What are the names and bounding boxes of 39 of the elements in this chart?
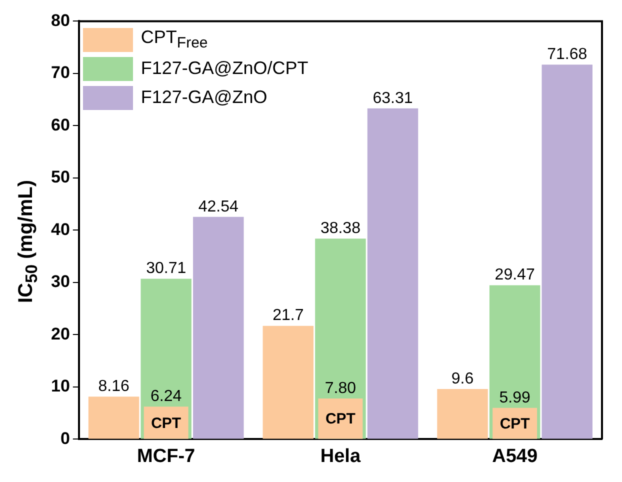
data-label: 8.16: [98, 378, 130, 395]
bar: [318, 398, 363, 439]
y-tick-label: 20: [50, 324, 70, 344]
legend-label: F127-GA@ZnO: [140, 87, 268, 108]
y-tick-label: 10: [50, 376, 70, 396]
data-label: 71.68: [547, 46, 588, 64]
data-label: 5.99: [499, 389, 530, 406]
bar: [492, 408, 538, 439]
bar: [144, 406, 188, 439]
bar: [88, 396, 140, 439]
series-label: CPT: [500, 415, 530, 432]
data-label: 29.47: [494, 266, 535, 284]
bar: [193, 216, 244, 439]
data-label: 38.38: [320, 220, 361, 238]
legend-label: CPT$_{Free}$: [140, 27, 208, 52]
data-label: 30.71: [146, 260, 186, 278]
data-label: 7.80: [324, 380, 356, 397]
y-tick-label: 30: [50, 272, 70, 292]
bar: [367, 108, 418, 439]
data-label: 6.24: [150, 388, 182, 405]
y-tick-label: 60: [50, 115, 70, 134]
legend-label: F127-GA@ZnO/CPT: [140, 58, 308, 80]
bar: [542, 64, 592, 439]
data-label: 21.7: [272, 307, 304, 324]
y-tick-label: 50: [50, 168, 70, 187]
data-label: 42.54: [198, 198, 239, 216]
bar: [262, 326, 314, 439]
x-tick-label: A549: [492, 446, 538, 467]
y-tick-label: 80: [50, 10, 70, 30]
text: CPT: [325, 410, 356, 428]
y-tick-label: 0: [60, 428, 70, 448]
data-label: 63.31: [372, 90, 413, 107]
text: CPT: [151, 414, 182, 432]
bar: [437, 389, 488, 439]
y-tick-label: 70: [50, 63, 70, 82]
y-tick-label: 40: [50, 220, 70, 239]
x-tick-label: Hela: [320, 446, 361, 467]
data-label: 9.6: [451, 370, 474, 388]
x-tick-label: MCF-7: [137, 446, 196, 467]
